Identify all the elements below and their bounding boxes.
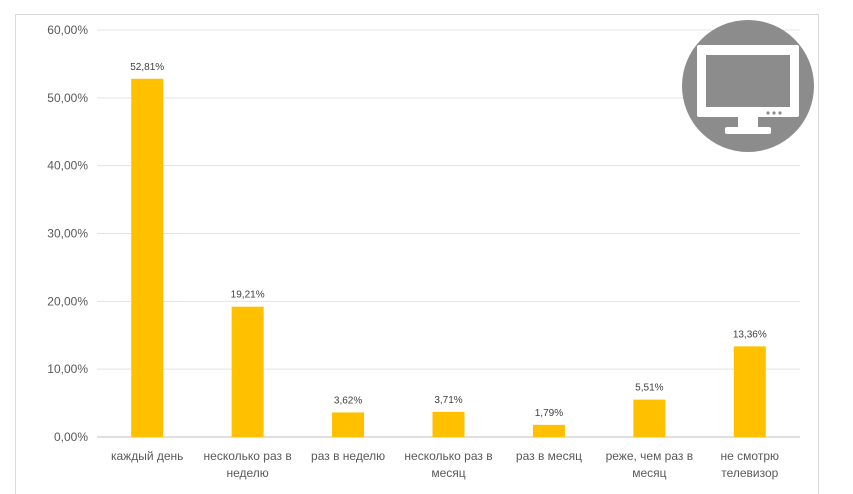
category-label: раз в неделю — [311, 449, 385, 463]
y-tick-label: 10,00% — [47, 362, 88, 376]
bar — [432, 411, 465, 437]
y-tick-label: 30,00% — [47, 227, 88, 241]
bar — [733, 346, 766, 437]
bar — [532, 424, 565, 437]
data-label: 52,81% — [130, 62, 164, 73]
y-tick-label: 40,00% — [47, 159, 88, 173]
category-label: раз в месяц — [516, 449, 582, 463]
bar — [332, 412, 365, 437]
data-label: 3,71% — [434, 395, 462, 406]
data-label: 1,79% — [535, 408, 563, 419]
category-label: реже, чем раз в месяц — [606, 449, 694, 480]
data-label: 5,51% — [635, 383, 663, 394]
y-tick-label: 60,00% — [47, 23, 88, 37]
data-label: 3,62% — [334, 395, 362, 406]
category-label: несколько раз в неделю — [204, 449, 292, 480]
y-tick-label: 20,00% — [47, 294, 88, 308]
bar — [231, 306, 264, 437]
chart-frame — [15, 14, 819, 494]
category-label: несколько раз в месяц — [404, 449, 492, 480]
tv-monitor-icon — [682, 20, 814, 152]
data-label: 19,21% — [231, 290, 265, 301]
category-label: каждый день — [111, 449, 183, 463]
y-tick-label: 50,00% — [47, 91, 88, 105]
bar — [131, 78, 164, 438]
data-label: 13,36% — [733, 329, 767, 340]
bar — [633, 399, 666, 437]
bar-chart: 0,00% 10,00% 20,00% 30,00% 40,00% 50,00% 60,00… — [47, 20, 814, 480]
category-label: не смотрю телевизор — [721, 449, 779, 480]
y-tick-label: 0,00% — [54, 430, 88, 444]
